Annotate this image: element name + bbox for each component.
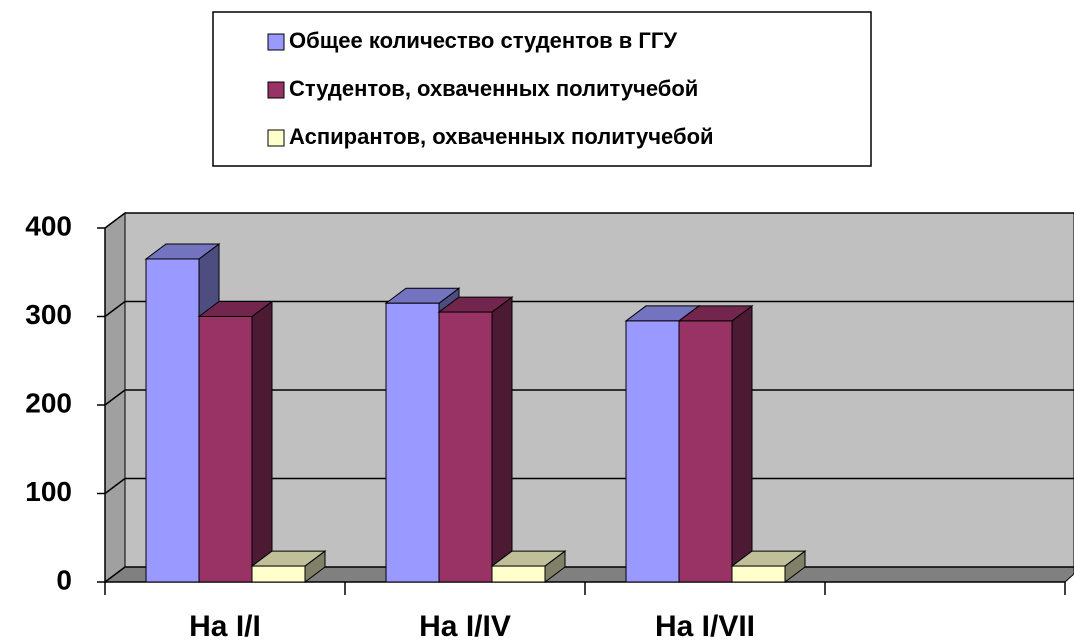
x-tick-label: На I/VII [655,610,755,643]
legend-label: Аспирантов, охваченных политучебой [289,124,714,149]
bar [731,565,786,583]
bar [385,302,440,583]
bar [678,320,733,583]
grid-line [104,477,1074,495]
bar [251,565,306,583]
bar-side [731,304,753,583]
bar [198,316,253,583]
grid-line [104,212,1074,229]
legend-label: Общее количество студентов в ГГУ [289,28,677,53]
legend-box [212,11,872,167]
bar-side [251,300,273,583]
bar-side [491,296,513,583]
legend-swatch [267,81,285,99]
bar [625,320,680,583]
bar [491,565,546,583]
legend-swatch [267,33,285,51]
bar [145,258,200,583]
x-tick-label: На I/I [189,610,261,643]
bar [438,311,493,583]
y-tick-label: 400 [25,210,72,241]
y-tick-label: 300 [25,299,72,330]
y-tick-label: 200 [25,387,72,418]
y-tick-label: 0 [56,564,72,595]
grid-line [104,300,1074,318]
x-tick-label: На I/IV [419,610,511,643]
legend-swatch [267,129,285,147]
grid-line [104,389,1074,406]
y-tick-label: 100 [25,476,72,507]
legend-label: Студентов, охваченных политучебой [289,76,698,101]
